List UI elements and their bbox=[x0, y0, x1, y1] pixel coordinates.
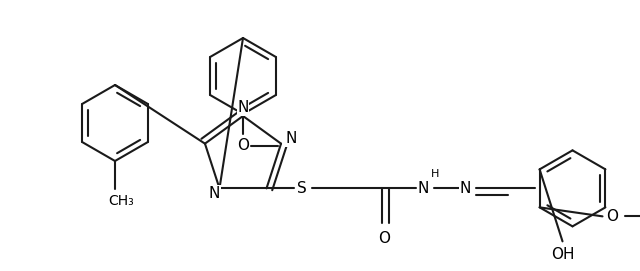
Text: N: N bbox=[237, 101, 249, 115]
Text: N: N bbox=[418, 181, 429, 196]
Text: N: N bbox=[460, 181, 471, 196]
Text: O: O bbox=[378, 231, 390, 246]
Text: H: H bbox=[431, 169, 440, 179]
Text: S: S bbox=[296, 181, 307, 196]
Text: N: N bbox=[285, 131, 297, 146]
Text: O: O bbox=[237, 138, 249, 153]
Text: O: O bbox=[607, 209, 618, 224]
Text: OH: OH bbox=[551, 247, 574, 262]
Text: CH₃: CH₃ bbox=[108, 194, 134, 208]
Text: N: N bbox=[209, 186, 220, 201]
